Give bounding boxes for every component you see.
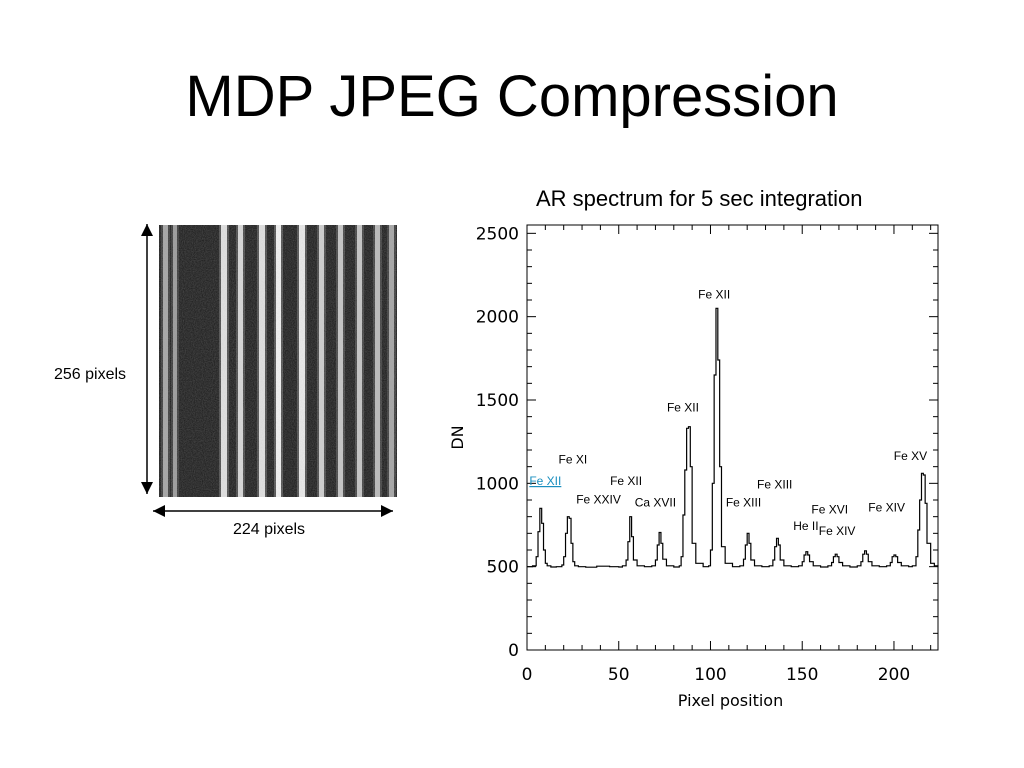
peak-annotation: Fe XII	[610, 474, 642, 488]
height-label: 256 pixels	[54, 366, 127, 383]
peak-annotation: Fe XVI	[811, 502, 848, 516]
peak-annotation: Fe XII	[667, 401, 699, 415]
y-tick-label: 0	[508, 641, 519, 661]
peak-annotation: Ca XVII	[635, 496, 676, 510]
x-tick-label: 50	[608, 665, 630, 685]
peak-annotation: Fe XII	[529, 474, 561, 488]
peak-annotation: Fe XI	[559, 452, 588, 466]
y-tick-label: 1500	[476, 391, 519, 411]
chart-title: AR spectrum for 5 sec integration	[536, 186, 863, 211]
slide-title: MDP JPEG Compression	[185, 64, 839, 129]
dimension-arrows	[141, 224, 393, 517]
peak-annotation: Fe XIII	[757, 477, 792, 491]
x-axis-title: Pixel position	[678, 691, 783, 710]
x-tick-label: 200	[878, 665, 910, 685]
y-tick-label: 500	[487, 558, 519, 578]
plot-frame	[526, 224, 939, 651]
peak-annotation: Fe XIV	[819, 524, 856, 538]
width-label: 224 pixels	[233, 521, 306, 538]
peak-annotation: Fe XII	[698, 287, 730, 301]
peak-annotation: He II	[793, 519, 818, 533]
peak-annotation: Fe XIV	[868, 501, 905, 515]
y-axis-title: DN	[448, 425, 467, 449]
x-tick-label: 150	[786, 665, 818, 685]
x-tick-label: 0	[522, 665, 533, 685]
peak-annotation: Fe XIII	[726, 496, 761, 510]
spectrum-line	[527, 307, 939, 568]
y-tick-label: 2000	[476, 308, 519, 328]
strip-noise	[159, 225, 397, 497]
peak-annotation: Fe XV	[894, 449, 927, 463]
x-tick-label: 100	[694, 665, 726, 685]
detector-strip-image	[159, 225, 397, 497]
y-tick-label: 1000	[476, 474, 519, 494]
peak-annotation: Fe XXIV	[576, 492, 621, 506]
y-tick-label: 2500	[476, 224, 519, 244]
